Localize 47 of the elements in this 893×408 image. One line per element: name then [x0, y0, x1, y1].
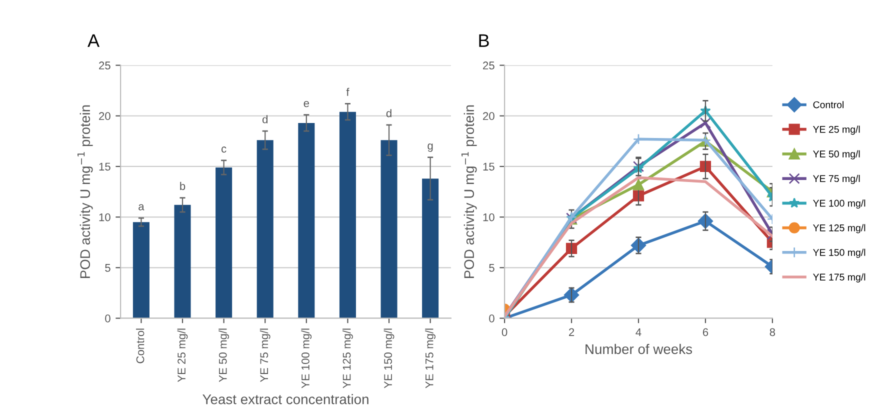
legend-label: YE 100 mg/l [813, 200, 866, 209]
y-tick-label: 15 [483, 162, 494, 171]
y-axis-title: POD activity U mg$^{−1}$ protein [461, 105, 477, 278]
x-tick-label: 8 [770, 328, 776, 336]
x-tick-label: Control [136, 328, 144, 364]
legend-label: YE 175 mg/l [813, 273, 866, 282]
chart-title: B [479, 34, 489, 47]
x-tick-label: 6 [702, 328, 708, 336]
legend-label: YE 50 mg/l [813, 150, 860, 160]
x-tick-label: YE 150 mg/l [384, 328, 394, 388]
annotation: b [180, 182, 186, 190]
y-tick-label: 20 [99, 112, 110, 120]
x-tick-label: 2 [568, 328, 574, 336]
annotation: f [346, 88, 350, 96]
legend-label: YE 75 mg/l [813, 174, 860, 184]
legend-label: YE 150 mg/l [813, 248, 866, 258]
y-tick-label: 0 [105, 314, 110, 322]
x-tick-label: YE 50 mg/l [218, 328, 229, 382]
annotation: c [222, 146, 226, 153]
annotation: d [262, 115, 268, 124]
y-tick-label: 5 [489, 264, 494, 272]
chart-title: A [88, 34, 100, 47]
legend-label: YE 125 mg/l [813, 224, 866, 234]
y-tick-label: 20 [483, 112, 494, 120]
x-tick-label: YE 175 mg/l [425, 328, 436, 388]
x-axis-title: Number of weeks [586, 344, 692, 354]
x-tick-label: YE 75 mg/l [260, 328, 270, 382]
y-axis-title: POD activity U mg$^{−1}$ protein [78, 105, 93, 278]
x-tick-label: 4 [636, 328, 642, 336]
x-tick-label: YE 125 mg/l [342, 328, 353, 388]
y-tick-label: 10 [99, 213, 110, 222]
annotation: a [138, 204, 144, 210]
annotation: d [386, 109, 392, 118]
y-tick-label: 25 [483, 62, 494, 70]
y-tick-label: 0 [489, 314, 494, 322]
x-tick-label: YE 100 mg/l [301, 328, 312, 388]
y-tick-label: 25 [99, 62, 110, 70]
annotation: g [428, 144, 433, 152]
y-tick-label: 10 [483, 213, 494, 222]
y-tick-label: 15 [99, 162, 110, 171]
legend-label: Control [813, 101, 844, 108]
annotation: e [304, 101, 310, 108]
x-axis-title: Yeast extract concentration [202, 394, 368, 404]
x-tick-label: YE 25 mg/l [177, 328, 188, 382]
x-tick-label: 0 [502, 328, 508, 336]
y-tick-label: 5 [105, 264, 110, 272]
legend-label: YE 25 mg/l [813, 126, 860, 135]
